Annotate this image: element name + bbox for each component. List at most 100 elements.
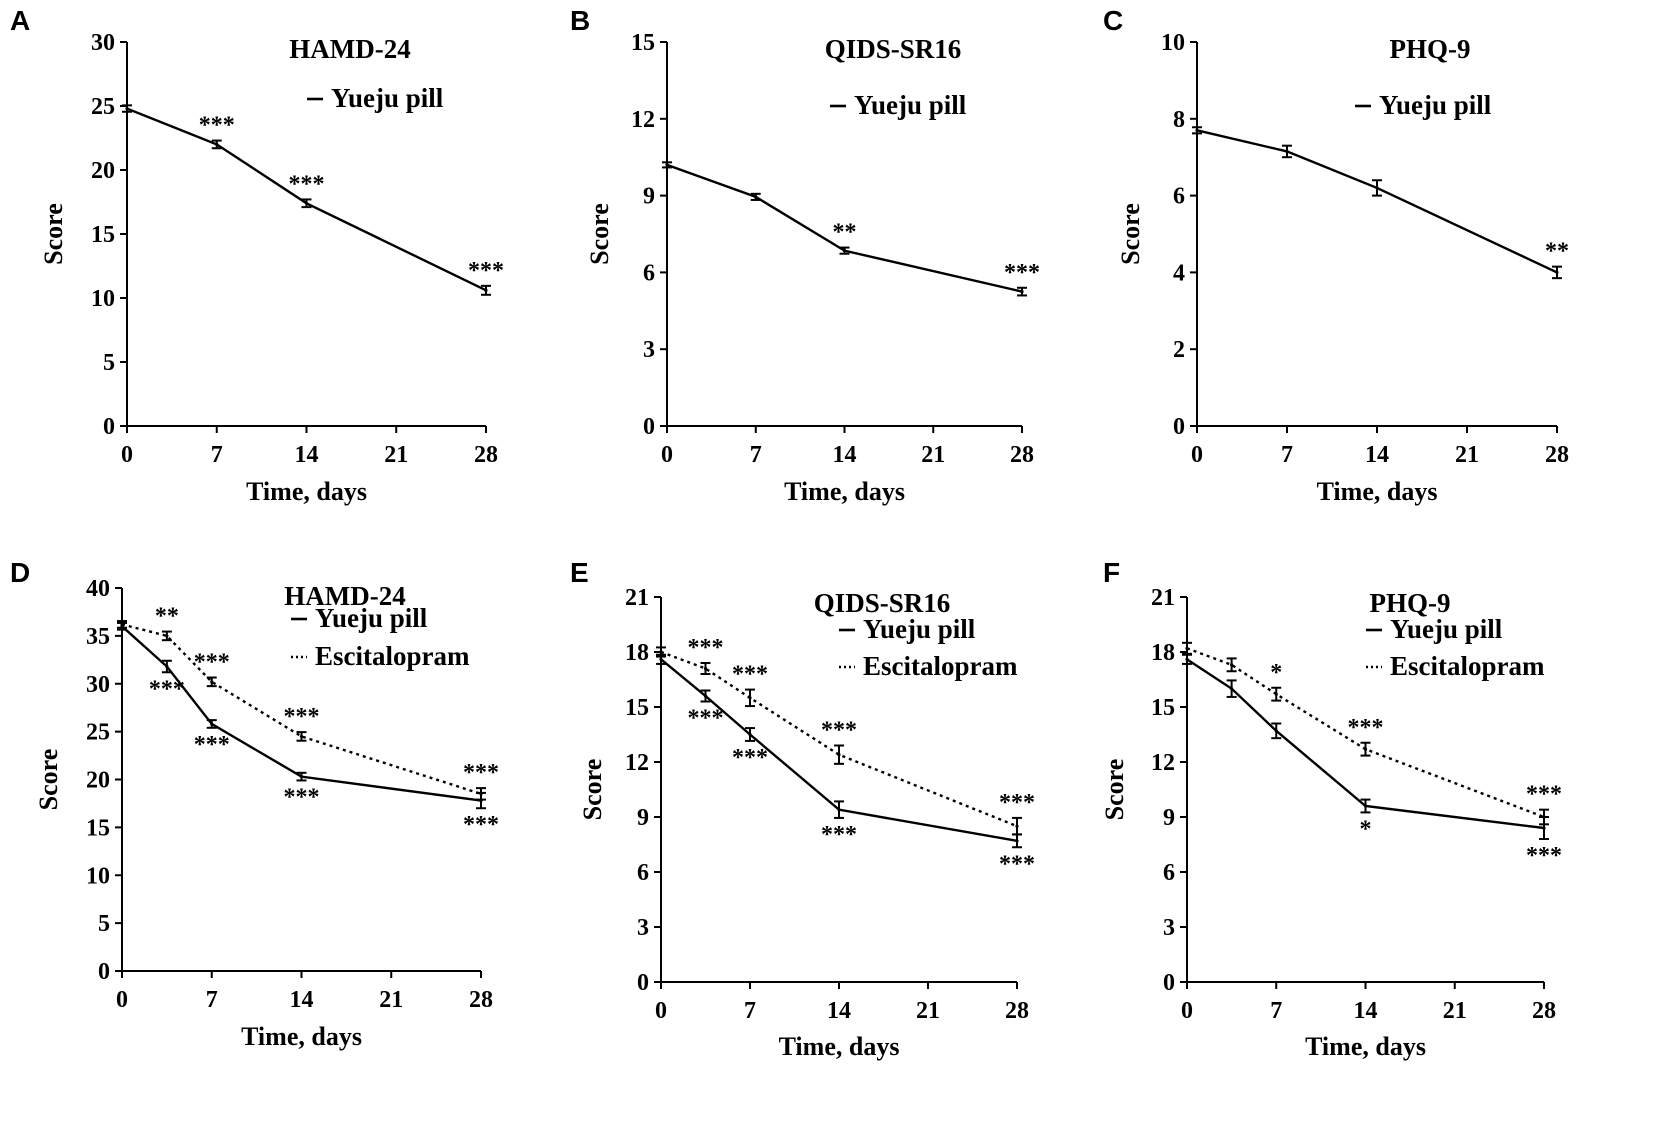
x-tick-label: 0 — [661, 442, 673, 468]
significance-label: *** — [463, 760, 499, 786]
data-point — [299, 734, 304, 739]
chart-title: PHQ-9 — [1370, 588, 1451, 618]
x-axis-label: Time, days — [241, 1022, 362, 1051]
data-point — [1555, 270, 1559, 274]
x-axis-label: Time, days — [779, 1032, 900, 1061]
y-tick-label: 6 — [1173, 184, 1185, 210]
data-point — [1274, 692, 1278, 696]
y-tick-label: 0 — [637, 970, 649, 996]
y-tick-label: 12 — [625, 750, 649, 776]
y-tick-label: 20 — [86, 768, 110, 794]
significance-label: *** — [732, 662, 768, 688]
data-point — [1015, 824, 1019, 828]
data-point — [842, 249, 847, 253]
legend-label: Yueju pill — [1379, 90, 1492, 120]
x-tick-label: 28 — [1532, 998, 1556, 1024]
x-tick-label: 0 — [1181, 998, 1193, 1024]
x-tick-label: 0 — [121, 442, 133, 468]
data-point — [1185, 657, 1189, 661]
data-point — [210, 722, 214, 726]
data-point — [748, 696, 752, 700]
series-yueju-pill: *** *** *** *** — [117, 621, 499, 838]
chart-title: HAMD-24 — [284, 581, 405, 611]
y-tick-label: 9 — [637, 805, 649, 831]
y-tick-label: 12 — [631, 107, 655, 133]
y-tick-label: 18 — [625, 640, 649, 666]
x-tick-label: 14 — [833, 442, 857, 468]
series-line — [1196, 129, 1558, 274]
y-tick-label: 3 — [1163, 915, 1175, 941]
x-axis-label: Time, days — [784, 477, 905, 506]
y-tick-label: 40 — [86, 576, 110, 602]
y-axis-label: Score — [578, 759, 607, 821]
y-tick-label: 0 — [1163, 970, 1175, 996]
y-tick-label: 9 — [1163, 805, 1175, 831]
x-tick-label: 21 — [916, 998, 940, 1024]
data-point — [659, 657, 663, 661]
y-axis-label: Score — [39, 203, 68, 265]
y-tick-label: 4 — [1173, 260, 1185, 286]
data-point — [1363, 747, 1368, 751]
legend-label: Yueju pill — [315, 603, 428, 633]
data-point — [1230, 663, 1234, 667]
significance-label: *** — [1348, 715, 1384, 741]
y-tick-label: 21 — [1151, 585, 1175, 611]
x-tick-label: 7 — [750, 442, 762, 468]
data-point — [1375, 186, 1379, 190]
x-tick-label: 7 — [744, 998, 756, 1024]
y-tick-label: 2 — [1173, 337, 1185, 363]
x-tick-label: 14 — [1365, 442, 1389, 468]
x-tick-label: 7 — [206, 987, 218, 1013]
x-tick-label: 7 — [211, 442, 223, 468]
x-tick-label: 28 — [1545, 442, 1569, 468]
significance-label: *** — [821, 822, 857, 848]
significance-label: *** — [194, 650, 230, 676]
x-tick-label: 21 — [1443, 998, 1467, 1024]
significance-label: ** — [1545, 239, 1569, 265]
data-point — [215, 142, 219, 146]
y-tick-label: 15 — [631, 30, 655, 56]
series-yueju-pill: **** — [1182, 653, 1562, 869]
data-point — [659, 650, 663, 654]
data-point — [304, 201, 309, 205]
significance-label: *** — [289, 171, 325, 197]
x-tick-label: 0 — [1191, 442, 1203, 468]
y-tick-label: 15 — [91, 222, 115, 248]
x-tick-label: 14 — [290, 987, 314, 1013]
legend-label: Yueju pill — [1390, 614, 1503, 644]
panel-F: F 0 3 6 9 12 15 18 21 0 7 14 21 28 Time, days Score PHQ-… — [1100, 557, 1562, 1061]
data-point — [1230, 687, 1234, 691]
y-tick-label: 30 — [86, 672, 110, 698]
y-tick-label: 0 — [1173, 414, 1185, 440]
data-point — [165, 634, 169, 638]
x-axis-label: Time, days — [1305, 1032, 1426, 1061]
data-point — [1542, 815, 1546, 819]
series-yueju-pill: *** *** *** — [122, 104, 504, 296]
y-tick-label: 0 — [103, 414, 115, 440]
x-tick-label: 0 — [116, 987, 128, 1013]
x-tick-label: 21 — [384, 442, 408, 468]
x-axis-label: Time, days — [1317, 477, 1438, 506]
series-line — [666, 163, 1023, 293]
data-point — [1185, 646, 1189, 650]
y-tick-label: 6 — [637, 860, 649, 886]
data-point — [837, 753, 841, 757]
data-point — [484, 288, 488, 292]
panel-letter: B — [570, 5, 590, 36]
data-point — [1020, 290, 1024, 294]
x-tick-label: 28 — [1010, 442, 1034, 468]
significance-label: *** — [284, 784, 320, 810]
y-tick-label: 25 — [91, 94, 115, 120]
x-tick-label: 0 — [655, 998, 667, 1024]
data-point — [703, 694, 708, 698]
data-point — [1015, 839, 1019, 843]
series-line — [126, 107, 487, 292]
y-tick-label: 0 — [98, 959, 110, 985]
chart-title: HAMD-24 — [289, 34, 410, 64]
significance-label: *** — [1526, 843, 1562, 869]
legend-label: Escitalopram — [1390, 651, 1545, 681]
series-escitalopram: *********** — [117, 604, 499, 801]
significance-label: *** — [999, 851, 1035, 877]
significance-label: ** — [155, 604, 179, 630]
data-point — [299, 775, 304, 779]
